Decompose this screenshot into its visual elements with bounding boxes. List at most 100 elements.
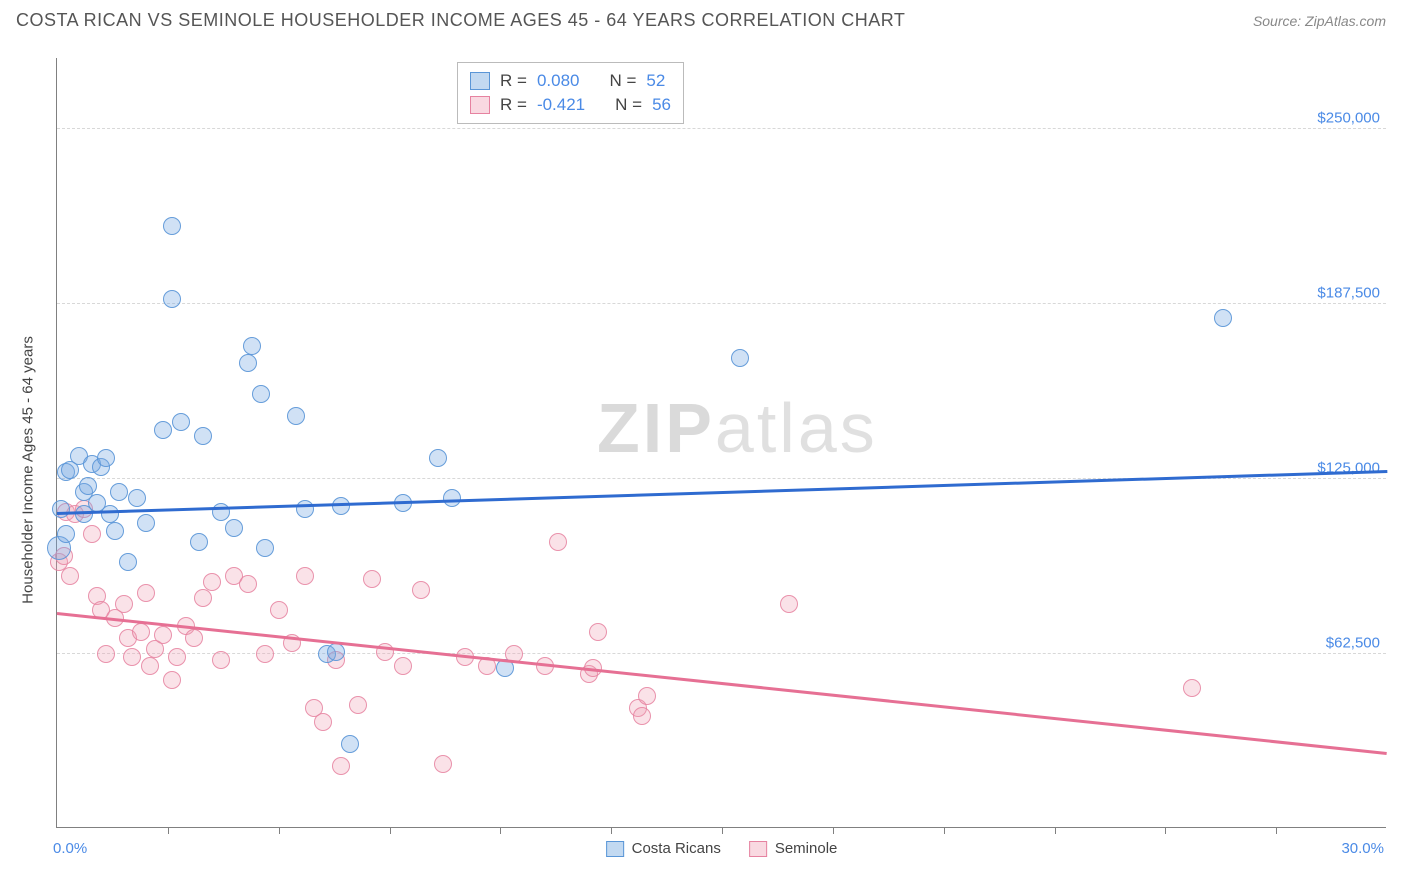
x-tick	[833, 827, 834, 834]
data-point-pink	[194, 589, 212, 607]
y-tick-label: $250,000	[1317, 110, 1380, 127]
data-point-pink	[589, 623, 607, 641]
data-point-pink	[212, 651, 230, 669]
data-point-pink	[97, 645, 115, 663]
data-point-pink	[83, 525, 101, 543]
data-point-blue	[296, 500, 314, 518]
data-point-pink	[434, 755, 452, 773]
x-tick	[1165, 827, 1166, 834]
data-point-pink	[256, 645, 274, 663]
legend-label: Costa Ricans	[632, 840, 721, 857]
data-point-blue	[154, 421, 172, 439]
y-axis-label: Householder Income Ages 45 - 64 years	[20, 336, 37, 604]
data-point-pink	[1183, 679, 1201, 697]
data-point-blue	[119, 553, 137, 571]
data-point-blue	[52, 500, 70, 518]
scatter-plot: ZIPatlas R = 0.080 N = 52 R = -0.421 N =…	[56, 58, 1386, 828]
legend-bottom: Costa Ricans Seminole	[606, 840, 838, 857]
x-axis-min-label: 0.0%	[53, 840, 87, 857]
data-point-pink	[239, 575, 257, 593]
stat-n-value: 52	[646, 71, 665, 91]
watermark-bold: ZIP	[597, 389, 715, 467]
data-point-pink	[270, 601, 288, 619]
data-point-pink	[123, 648, 141, 666]
data-point-blue	[212, 503, 230, 521]
data-point-pink	[185, 629, 203, 647]
x-axis-max-label: 30.0%	[1341, 840, 1384, 857]
data-point-pink	[780, 595, 798, 613]
data-point-blue	[252, 385, 270, 403]
legend-label: Seminole	[775, 840, 838, 857]
data-point-blue	[79, 477, 97, 495]
data-point-blue	[128, 489, 146, 507]
data-point-blue	[190, 533, 208, 551]
legend-swatch-pink	[749, 841, 767, 857]
legend-swatch-blue	[470, 72, 490, 90]
watermark: ZIPatlas	[597, 388, 878, 468]
data-point-pink	[638, 687, 656, 705]
data-point-blue	[194, 427, 212, 445]
data-point-blue	[163, 217, 181, 235]
gridline	[57, 303, 1386, 304]
data-point-pink	[163, 671, 181, 689]
gridline	[57, 128, 1386, 129]
stat-n-label: N =	[615, 95, 642, 115]
data-point-pink	[394, 657, 412, 675]
legend-stats-row: R = 0.080 N = 52	[470, 69, 671, 93]
x-tick	[722, 827, 723, 834]
data-point-pink	[61, 567, 79, 585]
x-tick	[611, 827, 612, 834]
data-point-blue	[1214, 309, 1232, 327]
chart-area: Householder Income Ages 45 - 64 years ZI…	[0, 50, 1406, 892]
legend-stats-box: R = 0.080 N = 52 R = -0.421 N = 56	[457, 62, 684, 124]
chart-source: Source: ZipAtlas.com	[1253, 13, 1386, 29]
data-point-pink	[132, 623, 150, 641]
data-point-blue	[225, 519, 243, 537]
data-point-pink	[137, 584, 155, 602]
data-point-pink	[168, 648, 186, 666]
data-point-pink	[349, 696, 367, 714]
data-point-blue	[243, 337, 261, 355]
chart-title: COSTA RICAN VS SEMINOLE HOUSEHOLDER INCO…	[16, 10, 905, 31]
x-tick	[168, 827, 169, 834]
data-point-pink	[332, 757, 350, 775]
stat-r-label: R =	[500, 95, 527, 115]
data-point-blue	[101, 505, 119, 523]
chart-header: COSTA RICAN VS SEMINOLE HOUSEHOLDER INCO…	[0, 0, 1406, 41]
data-point-pink	[549, 533, 567, 551]
x-tick	[390, 827, 391, 834]
data-point-blue	[429, 449, 447, 467]
stat-n-label: N =	[609, 71, 636, 91]
data-point-blue	[341, 735, 359, 753]
data-point-blue	[137, 514, 155, 532]
legend-item: Costa Ricans	[606, 840, 721, 857]
x-tick	[500, 827, 501, 834]
data-point-pink	[296, 567, 314, 585]
data-point-blue	[57, 525, 75, 543]
data-point-pink	[363, 570, 381, 588]
stat-r-label: R =	[500, 71, 527, 91]
stat-n-value: 56	[652, 95, 671, 115]
data-point-pink	[141, 657, 159, 675]
legend-swatch-blue	[606, 841, 624, 857]
data-point-pink	[203, 573, 221, 591]
data-point-blue	[163, 290, 181, 308]
data-point-pink	[633, 707, 651, 725]
data-point-blue	[256, 539, 274, 557]
data-point-blue	[287, 407, 305, 425]
legend-item: Seminole	[749, 840, 838, 857]
legend-stats-row: R = -0.421 N = 56	[470, 93, 671, 117]
source-label: Source:	[1253, 13, 1305, 29]
data-point-blue	[327, 643, 345, 661]
x-tick	[279, 827, 280, 834]
x-tick	[1055, 827, 1056, 834]
source-name: ZipAtlas.com	[1305, 13, 1386, 29]
y-tick-label: $187,500	[1317, 285, 1380, 302]
trend-line-blue	[57, 470, 1387, 515]
stat-r-value: 0.080	[537, 71, 580, 91]
y-tick-label: $62,500	[1326, 635, 1380, 652]
data-point-blue	[443, 489, 461, 507]
legend-swatch-pink	[470, 96, 490, 114]
x-tick	[944, 827, 945, 834]
data-point-pink	[154, 626, 172, 644]
